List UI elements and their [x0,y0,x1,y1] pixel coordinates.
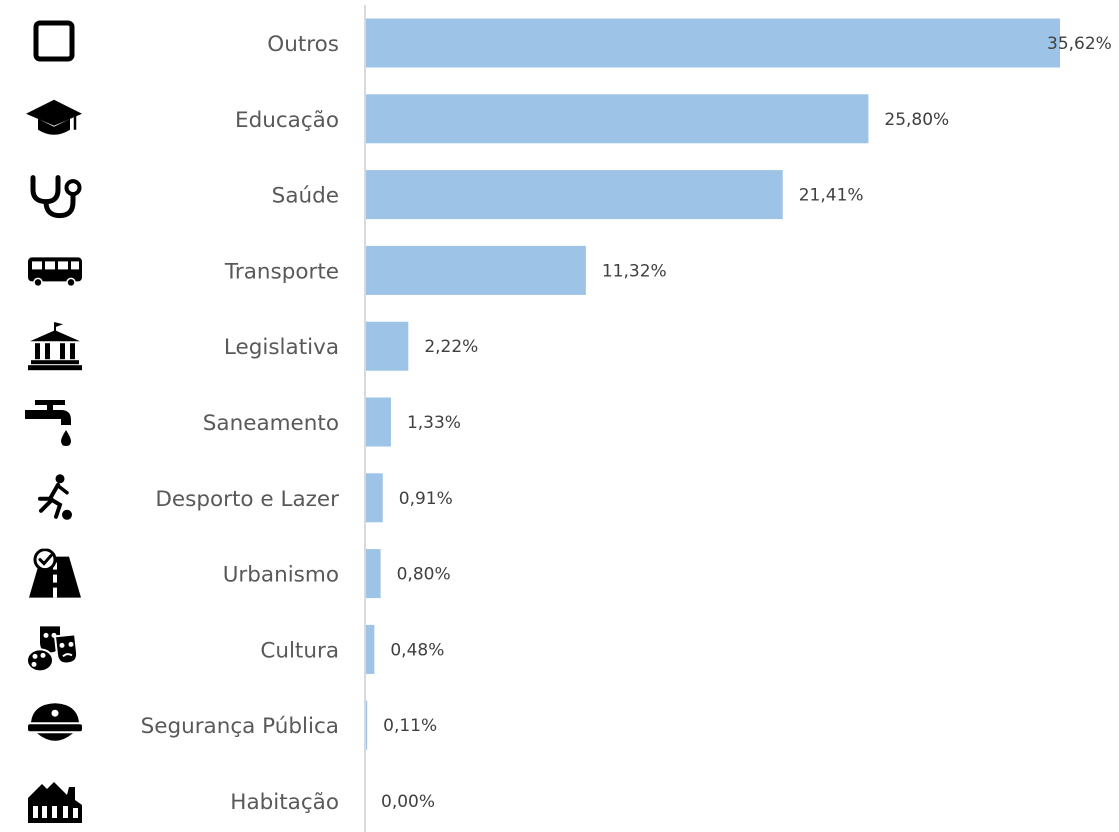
bar-seguranca-publica [365,700,368,750]
category-label-urbanismo: Urbanismo [223,563,339,588]
value-label-transporte: 11,32% [602,261,667,281]
bar-desporto-e-lazer [365,473,383,523]
bar-legislativa [365,321,409,371]
value-label-desporto-e-lazer: 0,91% [399,489,453,509]
bus-icon [27,256,83,288]
police-cap-icon [28,703,82,741]
value-labels: 35,62% 25,80% 21,41% 11,32% 2,22% 1,33% 0,91% 0… [381,34,1112,812]
water-tap-icon [25,400,71,446]
bar-saude [365,170,783,220]
value-label-cultura: 0,48% [390,640,444,660]
bar-educacao [365,94,869,144]
category-label-cultura: Cultura [260,638,339,663]
category-label-seguranca-publica: Segurança Pública [141,714,339,739]
stethoscope-icon [33,178,80,216]
square-outline-icon [36,23,72,59]
category-label-outros: Outros [267,32,339,57]
bar-outros [365,18,1060,68]
category-label-saude: Saúde [272,184,339,209]
value-label-educacao: 25,80% [884,110,949,130]
category-label-educacao: Educação [235,108,339,133]
value-label-habitacao: 0,00% [381,792,435,812]
category-label-habitacao: Habitação [230,790,339,815]
category-label-saneamento: Saneamento [203,411,339,436]
value-label-saneamento: 1,33% [407,413,461,433]
value-label-outros: 35,62% [1047,34,1112,54]
category-label-legislativa: Legislativa [224,335,339,360]
graduation-cap-icon [25,98,84,137]
icons-layer [25,23,84,823]
bar-transporte [365,245,586,295]
government-building-icon [27,321,83,372]
theater-masks-icon [26,625,79,673]
houses-icon [28,782,82,823]
value-label-seguranca-publica: 0,11% [383,716,437,736]
bar-urbanismo [365,549,381,599]
bar-saneamento [365,397,391,447]
value-label-urbanismo: 0,80% [397,565,451,585]
category-labels: Outros Educação Saúde Transporte Legislativa… [141,32,340,815]
value-label-saude: 21,41% [799,186,864,206]
value-label-legislativa: 2,22% [424,337,478,357]
category-label-desporto-e-lazer: Desporto e Lazer [155,487,339,512]
category-label-transporte: Transporte [224,259,339,284]
bars-layer [365,18,1060,750]
bar-cultura [365,624,375,674]
road-icon [27,548,83,599]
football-player-icon [38,472,74,522]
